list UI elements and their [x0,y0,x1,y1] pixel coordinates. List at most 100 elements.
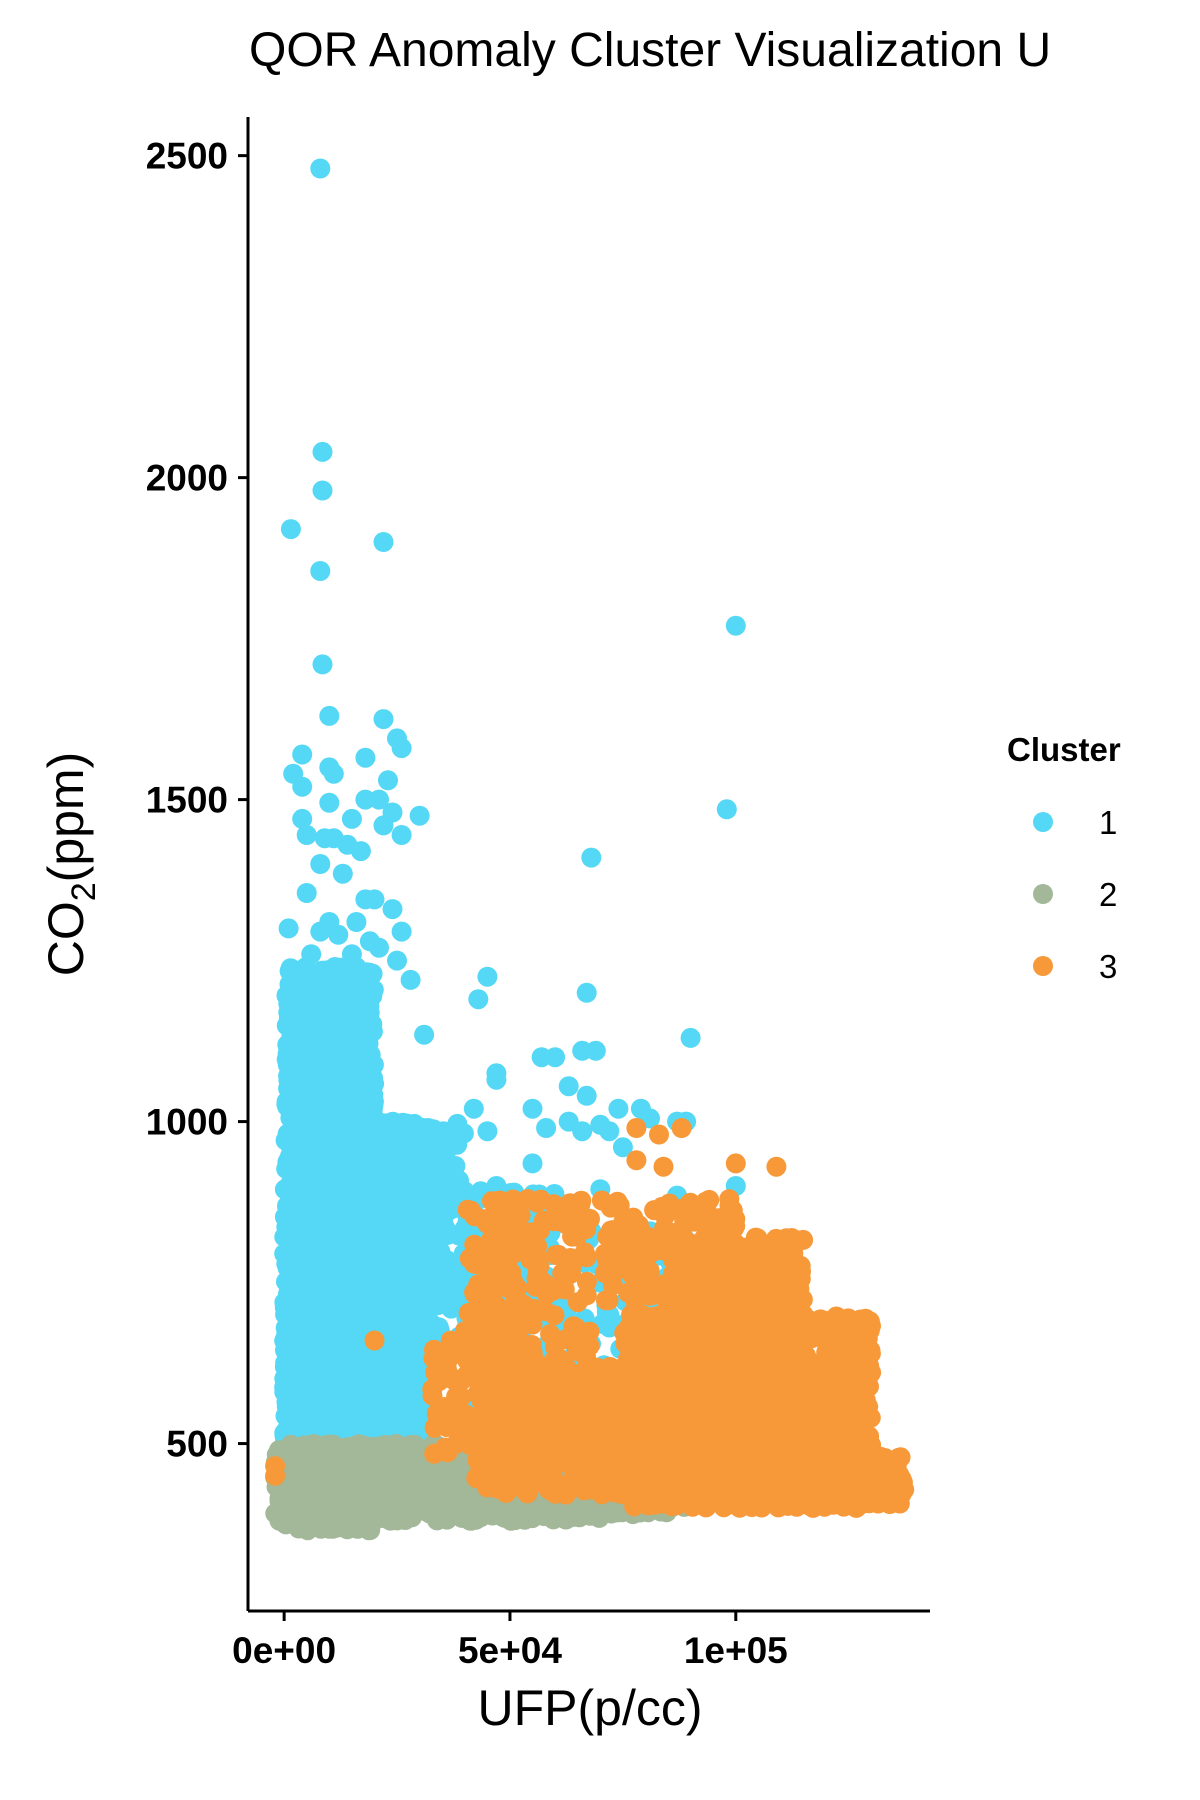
data-point [373,532,394,552]
data-point [292,1027,313,1048]
data-point [391,1397,412,1418]
data-point [336,1357,357,1378]
data-point [309,1236,330,1257]
data-point [373,1243,394,1263]
data-point [366,1374,387,1395]
data-point [328,924,349,945]
data-point [468,989,489,1010]
data-point [344,1098,365,1119]
data-point [278,918,299,939]
data-point [522,1153,543,1174]
data-point [376,1347,397,1368]
data-point [431,1178,452,1199]
data-point [312,960,333,981]
data-point [373,815,394,836]
data-point [368,1495,389,1516]
data-point [572,1121,593,1142]
data-point [346,1518,367,1539]
data-point [310,158,331,179]
data-point [826,1341,847,1362]
data-point [413,1156,434,1177]
data-point [387,950,407,971]
data-point [325,1265,346,1286]
data-point [331,1231,352,1252]
data-point [558,1076,579,1097]
data-point [386,1178,407,1199]
data-point [304,1285,325,1305]
data-point [296,883,317,903]
data-point [331,1173,352,1194]
data-point [307,1175,328,1196]
data-point [310,854,331,874]
data-point [486,1069,507,1090]
data-point [312,1046,332,1067]
data-point [391,921,412,942]
data-point [350,841,371,862]
data-point [415,1276,436,1297]
data-point [446,1495,467,1516]
data-point [341,944,362,965]
data-point [274,1207,295,1227]
data-point [291,1227,311,1247]
data-point [284,1357,305,1378]
data-point [725,615,746,636]
data-point [352,1467,373,1488]
data-point [299,1335,320,1356]
data-point [506,1503,527,1524]
data-point [287,976,308,997]
data-point [319,792,340,813]
data-point [369,937,389,958]
data-point [310,561,331,581]
data-point [302,1073,323,1093]
data-point [315,1214,336,1235]
data-point [382,899,403,920]
data-point [477,1121,498,1142]
data-point [433,1258,454,1279]
data-point [334,1337,355,1358]
data-point [445,1472,465,1493]
data-point [373,1261,394,1282]
data-point [477,966,498,987]
data-point [355,747,376,768]
data-point [278,1412,299,1433]
data-point [599,1121,620,1142]
data-point [322,1395,343,1416]
data-point [680,1027,701,1048]
data-point [317,1355,338,1376]
data-point [317,1436,337,1457]
data-point [445,1121,466,1142]
data-point [391,825,412,845]
data-point [400,1329,421,1350]
data-point [322,1286,343,1307]
data-point [332,863,353,884]
data-point [581,847,602,868]
data-point [296,825,317,845]
data-point [398,1455,419,1476]
data-point [274,1330,295,1351]
data-point [296,1004,317,1025]
data-point [414,1024,435,1045]
data-point [312,441,333,462]
data-point [284,1287,305,1308]
data-point [416,1194,437,1215]
data-point [346,912,367,932]
data-point [576,1085,597,1106]
data-point [274,1382,295,1402]
data-point [608,1098,629,1119]
data-point [409,805,430,826]
data-point [280,519,301,540]
data-point [284,1257,305,1278]
data-point [585,1040,606,1061]
data-point [384,1365,405,1385]
data-point [301,944,322,965]
data-point [319,705,340,726]
data-points [265,158,915,1541]
data-point [378,770,398,791]
data-point [391,738,412,759]
data-point [310,921,331,942]
data-point [522,1098,543,1119]
data-point [413,1131,434,1152]
data-point [341,808,362,829]
data-point [433,1206,454,1227]
